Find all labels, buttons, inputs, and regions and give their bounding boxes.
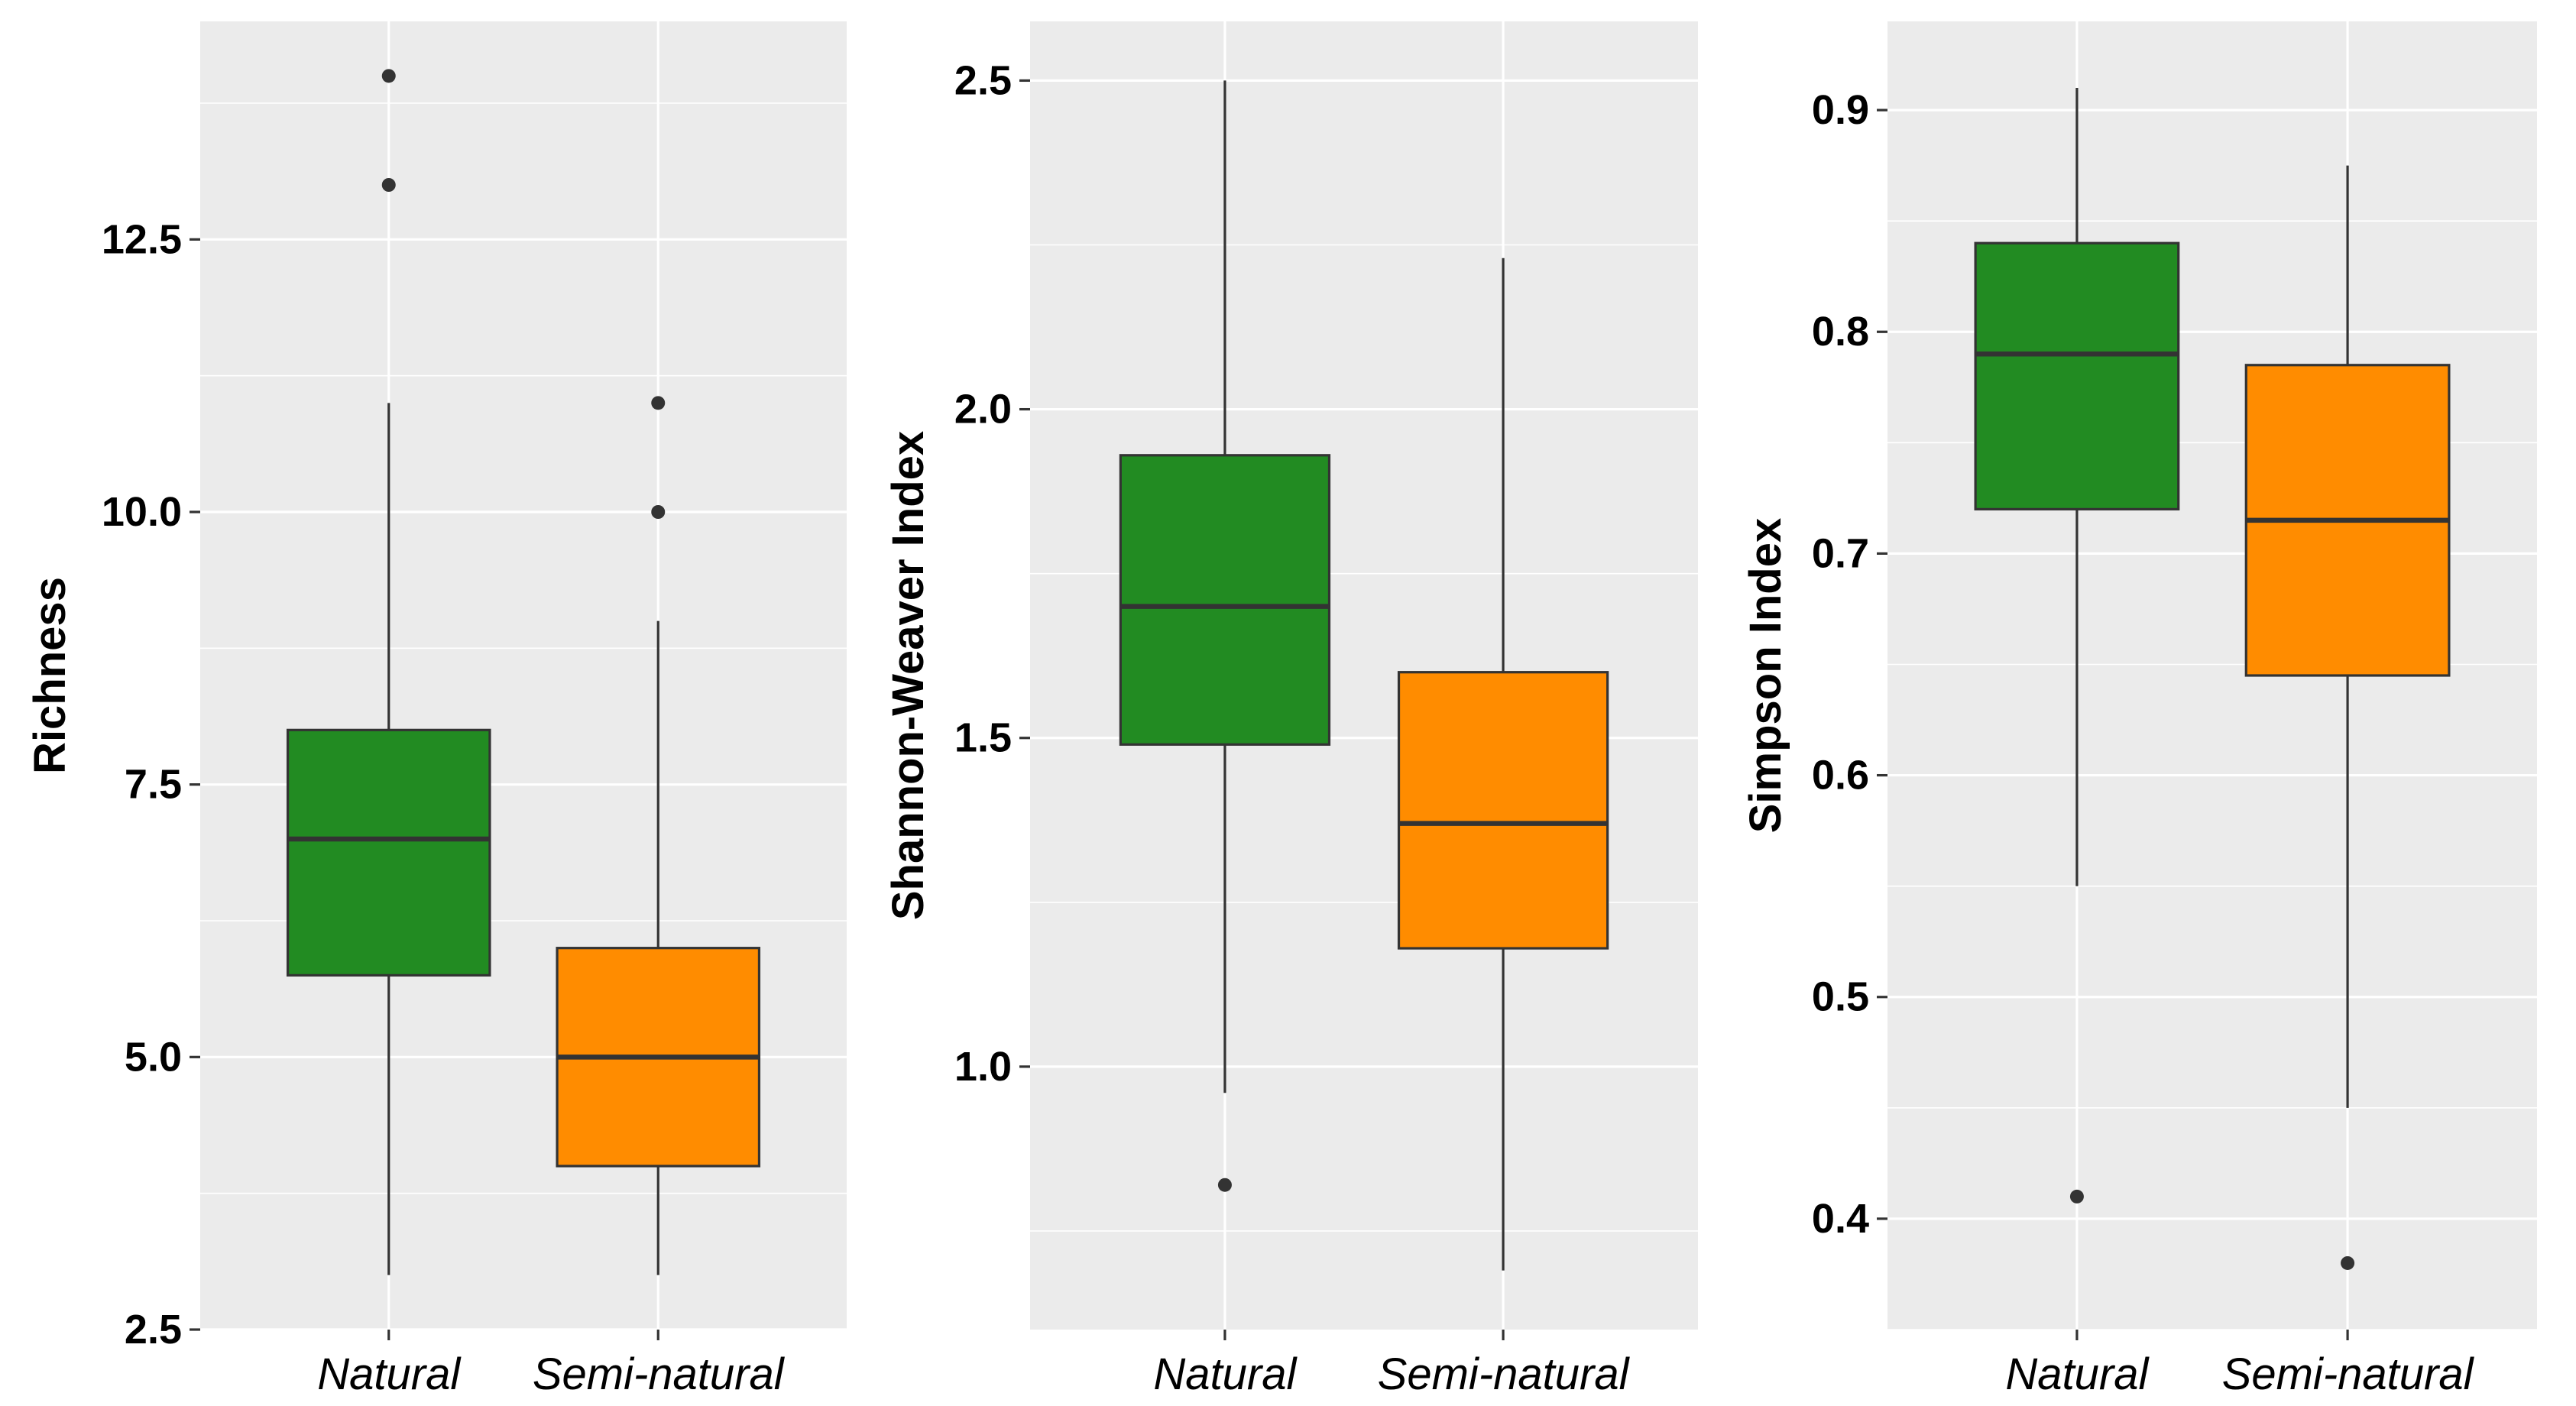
x-tick-label: Natural <box>317 1349 462 1399</box>
box-semi-natural <box>1397 258 1609 1271</box>
box-iqr <box>286 728 491 977</box>
x-tick-label: Natural <box>2005 1349 2150 1399</box>
box-semi-natural <box>556 396 761 1275</box>
outlier-point <box>651 505 666 519</box>
y-tick-label: 2.0 <box>954 387 1012 432</box>
box-natural <box>286 69 491 1275</box>
y-axis-title: Shannon-Weaver Index <box>883 431 933 920</box>
panel-3: 0.4 0.5 0.6 0.7 0.8 0.9 Natural Semi-natural Sim… <box>1741 21 2537 1399</box>
box-iqr <box>1119 454 1331 746</box>
y-axis-title: Simpson Index <box>1741 518 1790 834</box>
outlier-point <box>651 396 666 410</box>
y-tick-label: 0.4 <box>1812 1196 1869 1242</box>
outlier-point <box>2341 1255 2355 1270</box>
x-tick-label: Semi-natural <box>533 1349 786 1399</box>
y-tick-label: 12.5 <box>102 216 182 262</box>
outlier-point <box>381 178 396 192</box>
outlier-point <box>381 69 396 83</box>
box-iqr <box>1397 671 1609 950</box>
y-tick-label: 0.5 <box>1812 974 1869 1020</box>
panel-1: 2.5 5.0 7.5 10.0 12.5 Natural Semi-natural Rich… <box>25 21 847 1399</box>
y-tick-label: 0.6 <box>1812 753 1869 799</box>
panel-2: 1.0 1.5 2.0 2.5 Natural Semi-natural Shannon-W… <box>883 21 1698 1399</box>
box-semi-natural <box>2244 165 2451 1270</box>
y-tick-label: 0.8 <box>1812 309 1869 355</box>
y-tick-label: 5.0 <box>125 1034 182 1080</box>
y-tick-label: 2.5 <box>125 1307 182 1353</box>
y-tick-label: 7.5 <box>125 762 182 808</box>
y-tick-label: 10.0 <box>102 489 182 535</box>
x-tick-label: Natural <box>1153 1349 1298 1399</box>
outlier-point <box>2069 1189 2084 1204</box>
y-tick-label: 0.9 <box>1812 87 1869 133</box>
box-natural <box>1119 80 1331 1192</box>
y-axis-title: Richness <box>25 577 75 774</box>
x-tick-label: Semi-natural <box>1378 1349 1631 1399</box>
box-iqr <box>1974 241 2180 510</box>
y-tick-label: 0.7 <box>1812 530 1869 576</box>
y-tick-label: 1.0 <box>954 1044 1012 1090</box>
outlier-point <box>1217 1178 1232 1192</box>
box-natural <box>1974 88 2180 1204</box>
y-tick-label: 2.5 <box>954 57 1012 103</box>
y-tick-label: 1.5 <box>954 715 1012 761</box>
x-tick-label: Semi-natural <box>2222 1349 2475 1399</box>
